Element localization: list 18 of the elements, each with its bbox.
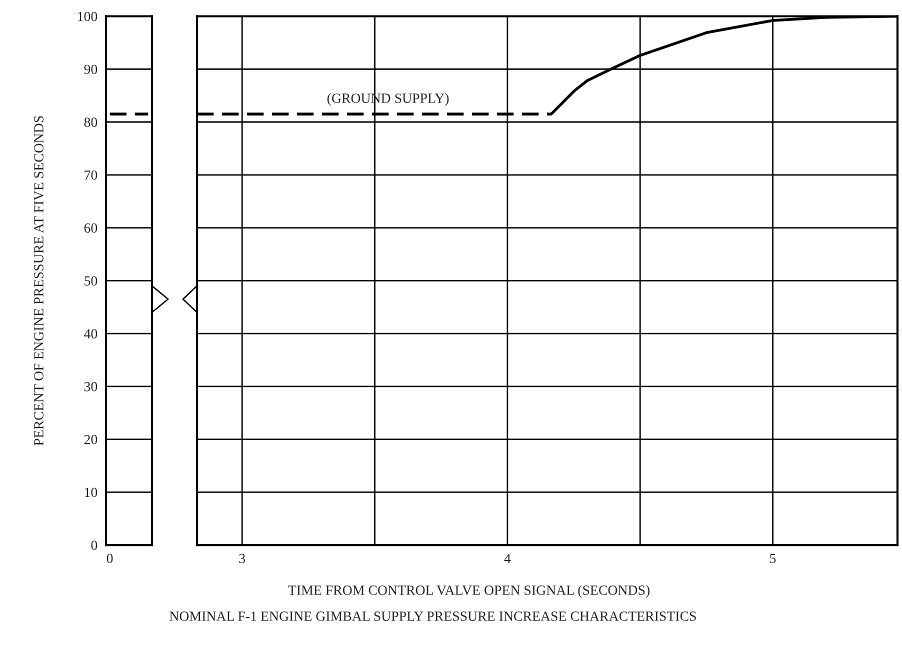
y-tick-label: 70 <box>84 170 98 180</box>
y-tick-label: 50 <box>84 276 98 286</box>
y-tick-label: 20 <box>84 434 98 444</box>
x-tick-label: 0 <box>106 554 113 564</box>
y-tick-label: 90 <box>84 64 98 74</box>
x-tick-label: 5 <box>770 554 776 564</box>
y-tick-label: 0 <box>91 540 98 550</box>
text: NOMINAL F-1 ENGINE GIMBAL SUPPLY PRESSURE INCREASE CHARACTERISTICS <box>170 612 696 621</box>
x-axis-title: TIME FROM CONTROL VALVE OPEN SIGNAL (SECONDS) <box>288 585 650 598</box>
y-tick-label: 10 <box>84 488 98 498</box>
y-axis-title: PERCENT OF ENGINE PRESSURE AT FIVE SECONDS <box>34 116 44 446</box>
y-tick-label: 40 <box>84 329 98 338</box>
y-tick-label: 60 <box>84 223 98 233</box>
x-tick-label: 3 <box>239 554 246 564</box>
y-tick-label: 80 <box>84 118 98 127</box>
y-tick-label: 30 <box>84 382 98 392</box>
x-tick-label: 4 <box>504 554 511 563</box>
y-tick-label: 100 <box>78 12 98 22</box>
